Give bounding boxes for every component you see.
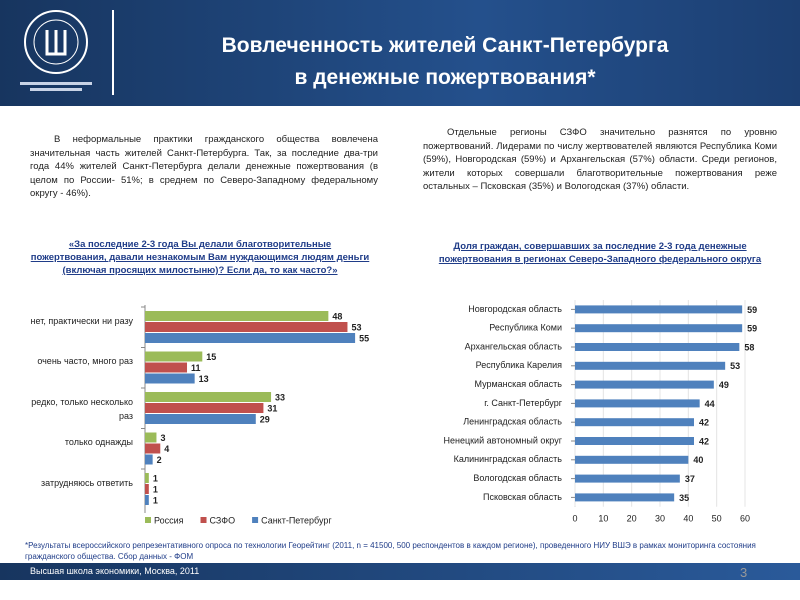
x-tick-label: 30: [655, 513, 665, 523]
logo: [20, 10, 92, 91]
paragraph: В неформальные практики гражданского общ…: [30, 134, 378, 199]
footer-text: Высшая школа экономики, Москва, 2011: [30, 566, 200, 576]
bar: [145, 454, 153, 465]
legend-swatch: [145, 517, 151, 523]
y-tick-label: редко, только несколько раз: [31, 396, 133, 421]
y-tick-label: г. Санкт-Петербург: [484, 398, 562, 408]
y-tick-label: Ленинградская область: [463, 417, 562, 427]
bar: [145, 362, 188, 373]
bar: [145, 311, 329, 321]
footnote: *Результаты всероссийского репрезентатив…: [25, 541, 756, 561]
divider: [112, 10, 114, 95]
data-label: 29: [260, 414, 270, 424]
title-line: Вовлеченность жителей Санкт-Петербурга: [221, 34, 669, 57]
bar: [145, 414, 256, 424]
legend-label: СЗФО: [210, 515, 236, 525]
bar: [575, 324, 743, 333]
paragraph: Отдельные регионы СЗФО значительно разня…: [423, 127, 777, 192]
title: Вовлеченность жителей Санкт-Петербурга в…: [130, 30, 760, 94]
y-tick-label: затрудняюсь ответить: [41, 477, 133, 488]
data-label: 59: [747, 324, 757, 334]
data-label: 53: [351, 322, 361, 332]
bar: [575, 343, 740, 351]
data-label: 59: [747, 305, 757, 315]
legend-swatch: [252, 517, 259, 523]
data-label: 1: [153, 484, 158, 494]
bar: [575, 380, 714, 389]
data-label: 1: [153, 495, 158, 505]
page-number: 3: [740, 565, 748, 580]
bar: [145, 443, 161, 454]
data-label: 37: [685, 474, 695, 484]
y-tick-label: Республика Коми: [489, 323, 562, 333]
data-label: 4: [164, 444, 169, 454]
x-tick-label: 10: [598, 513, 608, 523]
data-label: 53: [730, 361, 740, 371]
bar: [145, 322, 348, 332]
data-label: 3: [160, 433, 165, 443]
legend-swatch: [200, 517, 207, 523]
y-tick-label: Ненецкий автономный округ: [443, 435, 562, 445]
data-label: 42: [699, 436, 709, 446]
bar: [575, 493, 675, 502]
y-tick-label: Псковская область: [483, 492, 562, 502]
bar: [145, 473, 149, 483]
y-tick-label: очень часто, много раз: [37, 356, 133, 366]
y-tick-label: Архангельская область: [465, 341, 563, 351]
data-label: 44: [705, 399, 715, 409]
chart-title: Доля граждан, совершавших за последние 2…: [438, 241, 762, 265]
data-label: 40: [693, 455, 703, 465]
y-tick-label: Вологодская область: [473, 473, 562, 483]
bar: [575, 361, 726, 370]
bar: [575, 305, 743, 314]
legend-label: Россия: [154, 515, 184, 525]
bar: [145, 403, 264, 413]
y-tick-label: нет, практически ни разу: [30, 315, 133, 326]
y-tick-label: Мурманская область: [474, 379, 562, 389]
x-tick-label: 50: [712, 513, 722, 523]
x-tick-label: 20: [627, 513, 637, 523]
data-label: 15: [206, 352, 216, 362]
data-label: 48: [332, 311, 342, 321]
y-tick-label: только однажды: [64, 437, 133, 447]
bar: [145, 432, 157, 443]
bar: [145, 484, 149, 494]
footer-band: Высшая школа экономики, Москва, 2011: [0, 563, 800, 580]
bar: [575, 474, 680, 483]
data-label: 13: [199, 374, 209, 384]
data-label: 11: [191, 363, 201, 373]
chart-title: «За последние 2-3 года Вы делали благотв…: [30, 239, 370, 276]
data-label: 42: [699, 418, 709, 428]
x-tick-label: 0: [572, 513, 577, 523]
data-label: 31: [267, 403, 277, 413]
bar: [145, 495, 149, 505]
title-line: в денежные пожертвования*: [294, 66, 596, 89]
x-tick-label: 40: [683, 513, 693, 523]
x-tick-label: 60: [740, 513, 750, 523]
data-label: 49: [719, 380, 729, 390]
bar: [575, 437, 694, 445]
bar: [575, 455, 689, 464]
legend-label: Санкт-Петербург: [261, 515, 332, 525]
y-tick-label: Республика Карелия: [476, 360, 562, 370]
bar: [145, 333, 356, 343]
data-label: 2: [157, 455, 162, 465]
header-band: Вовлеченность жителей Санкт-Петербурга в…: [0, 0, 800, 106]
bar: [145, 351, 203, 362]
data-label: 1: [153, 473, 158, 483]
data-label: 33: [275, 392, 285, 402]
data-label: 55: [359, 333, 369, 343]
data-label: 58: [744, 342, 754, 352]
data-label: 35: [679, 493, 689, 503]
bar: [575, 399, 700, 408]
y-tick-label: Новгородская область: [468, 304, 562, 314]
y-tick-label: Калининградская область: [454, 454, 563, 464]
bar: [145, 373, 195, 384]
bar: [145, 392, 272, 402]
bar: [575, 418, 694, 427]
